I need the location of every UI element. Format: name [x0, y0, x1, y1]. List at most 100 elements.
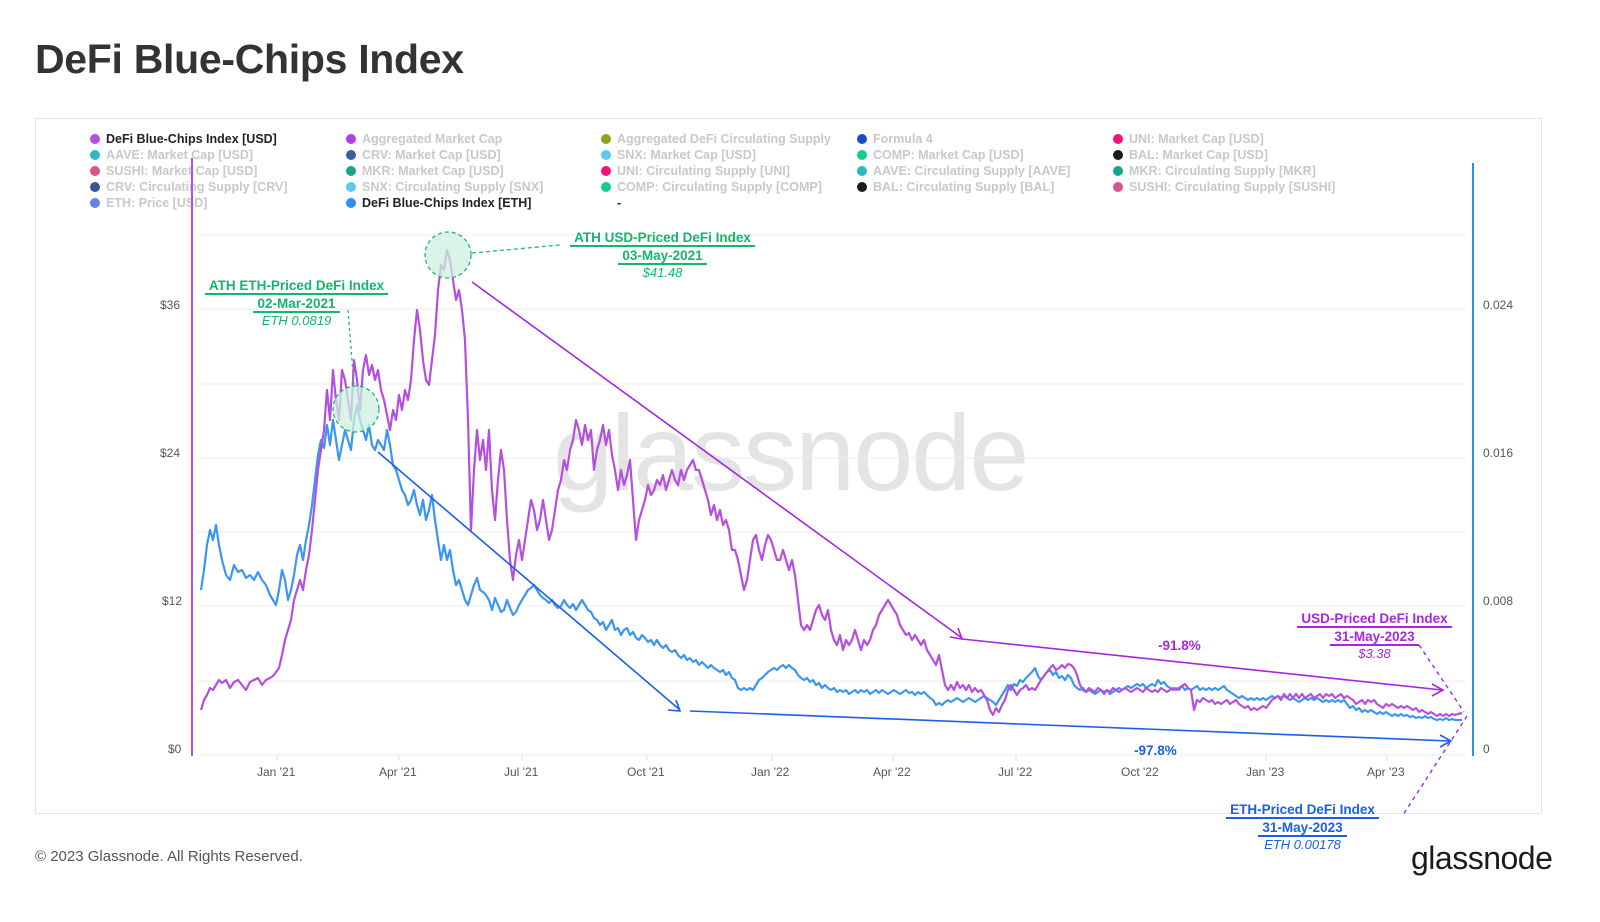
legend-color-dot-icon	[601, 150, 611, 160]
legend-item[interactable]: COMP: Market Cap [USD]	[857, 147, 1024, 163]
legend-color-dot-icon	[601, 134, 611, 144]
legend-label: Aggregated DeFi Circulating Supply	[617, 132, 831, 146]
legend-color-dot-icon	[601, 182, 611, 192]
legend-item[interactable]: AAVE: Circulating Supply [AAVE]	[857, 163, 1070, 179]
legend-color-dot-icon	[90, 182, 100, 192]
legend-label: BAL: Market Cap [USD]	[1129, 148, 1268, 162]
copyright-text: © 2023 Glassnode. All Rights Reserved.	[35, 848, 303, 865]
y-left-tick: $24	[160, 446, 181, 460]
page-title: DeFi Blue-Chips Index	[35, 36, 464, 82]
legend-item[interactable]: Aggregated Market Cap	[346, 131, 502, 147]
usd-change-label: -91.8%	[1158, 638, 1201, 653]
legend-color-dot-icon	[1113, 150, 1123, 160]
ath-eth-circle	[332, 385, 380, 433]
annotation-usd-now: USD-Priced DeFi Index 31-May-2023 $3.38	[1287, 610, 1462, 661]
legend-item[interactable]: AAVE: Market Cap [USD]	[90, 147, 253, 163]
legend-color-dot-icon	[90, 166, 100, 176]
annotation-ath-usd: ATH USD-Priced DeFi Index 03-May-2021 $4…	[560, 229, 765, 280]
legend-item[interactable]: MKR: Market Cap [USD]	[346, 163, 504, 179]
y-right-tick: 0.016	[1483, 446, 1514, 460]
glassnode-logo: glassnode	[1411, 840, 1553, 876]
legend-color-dot-icon	[857, 166, 867, 176]
y-left-tick: $0	[168, 742, 182, 756]
ath-usd-circle	[424, 231, 472, 279]
legend-label: CRV: Market Cap [USD]	[362, 148, 501, 162]
legend-color-dot-icon	[90, 198, 100, 208]
legend-color-dot-icon	[346, 134, 356, 144]
legend-label: UNI: Market Cap [USD]	[1129, 132, 1264, 146]
legend-label: -	[617, 196, 622, 210]
x-tick: Jul '22	[998, 765, 1033, 779]
legend-label: MKR: Circulating Supply [MKR]	[1129, 164, 1316, 178]
legend-item[interactable]: SUSHI: Circulating Supply [SUSHI]	[1113, 179, 1335, 195]
legend-label: AAVE: Market Cap [USD]	[106, 148, 254, 162]
legend-color-dot-icon	[346, 150, 356, 160]
legend-item[interactable]: DeFi Blue-Chips Index [ETH]	[346, 195, 531, 211]
legend-color-dot-icon	[857, 182, 867, 192]
legend-color-dot-icon	[90, 150, 100, 160]
legend-label: ETH: Price [USD]	[106, 196, 208, 210]
x-tick: Apr '22	[873, 765, 911, 779]
legend-item[interactable]: SUSHI: Market Cap [USD]	[90, 163, 257, 179]
legend-color-dot-icon	[1113, 134, 1123, 144]
legend-label: SNX: Circulating Supply [SNX]	[362, 180, 544, 194]
legend-item[interactable]: MKR: Circulating Supply [MKR]	[1113, 163, 1316, 179]
legend-label: DeFi Blue-Chips Index [ETH]	[362, 196, 532, 210]
x-tick: Jan '21	[257, 765, 296, 779]
y-right-tick: 0.024	[1483, 298, 1514, 312]
series-eth	[199, 403, 1462, 722]
annotation-ath-eth: ATH ETH-Priced DeFi Index 02-Mar-2021 ET…	[194, 277, 399, 328]
legend-label: COMP: Market Cap [USD]	[873, 148, 1024, 162]
legend-item[interactable]: -	[601, 195, 621, 211]
legend-item[interactable]: CRV: Market Cap [USD]	[346, 147, 501, 163]
legend-label: MKR: Market Cap [USD]	[362, 164, 504, 178]
legend-item[interactable]: BAL: Circulating Supply [BAL]	[857, 179, 1054, 195]
legend-item[interactable]: Aggregated DeFi Circulating Supply	[601, 131, 831, 147]
legend-item[interactable]: COMP: Circulating Supply [COMP]	[601, 179, 822, 195]
legend-color-dot-icon	[1113, 182, 1123, 192]
legend-color-dot-icon	[1113, 166, 1123, 176]
y-right-tick: 0.008	[1483, 594, 1514, 608]
legend-label: Formula 4	[873, 132, 933, 146]
x-tick: Jan '22	[751, 765, 790, 779]
legend-color-dot-icon	[346, 198, 356, 208]
legend-item[interactable]: UNI: Circulating Supply [UNI]	[601, 163, 790, 179]
legend-item[interactable]: UNI: Market Cap [USD]	[1113, 131, 1264, 147]
legend-item[interactable]: SNX: Circulating Supply [SNX]	[346, 179, 543, 195]
legend-color-dot-icon	[601, 166, 611, 176]
x-tick: Oct '22	[1121, 765, 1159, 779]
x-tick: Jan '23	[1246, 765, 1285, 779]
legend-item[interactable]: SNX: Market Cap [USD]	[601, 147, 756, 163]
y-right-tick: 0	[1483, 742, 1490, 756]
legend-label: Aggregated Market Cap	[362, 132, 503, 146]
legend-color-dot-icon	[90, 134, 100, 144]
series-usd	[199, 248, 1463, 718]
eth-change-label: -97.8%	[1134, 743, 1177, 758]
legend-label: CRV: Circulating Supply [CRV]	[106, 180, 288, 194]
x-tick: Oct '21	[627, 765, 665, 779]
legend-color-dot-icon	[857, 134, 867, 144]
legend-label: SUSHI: Market Cap [USD]	[106, 164, 258, 178]
legend-color-dot-icon	[857, 150, 867, 160]
legend-label: UNI: Circulating Supply [UNI]	[617, 164, 790, 178]
legend-label: BAL: Circulating Supply [BAL]	[873, 180, 1055, 194]
x-tick: Apr '21	[379, 765, 417, 779]
x-tick: Jul '21	[504, 765, 539, 779]
legend-label: SUSHI: Circulating Supply [SUSHI]	[1129, 180, 1336, 194]
chart-container	[35, 118, 1542, 814]
legend-label: DeFi Blue-Chips Index [USD]	[106, 132, 277, 146]
legend-color-dot-icon	[346, 166, 356, 176]
legend-item[interactable]: ETH: Price [USD]	[90, 195, 207, 211]
legend-color-dot-icon	[346, 182, 356, 192]
legend-item[interactable]: DeFi Blue-Chips Index [USD]	[90, 131, 277, 147]
legend-item[interactable]: CRV: Circulating Supply [CRV]	[90, 179, 288, 195]
y-left-tick: $36	[160, 298, 181, 312]
legend-label: AAVE: Circulating Supply [AAVE]	[873, 164, 1071, 178]
annotation-eth-now: ETH-Priced DeFi Index 31-May-2023 ETH 0.…	[1215, 801, 1390, 852]
legend-label: COMP: Circulating Supply [COMP]	[617, 180, 822, 194]
legend-label: SNX: Market Cap [USD]	[617, 148, 756, 162]
legend-item[interactable]: Formula 4	[857, 131, 933, 147]
legend-item[interactable]: BAL: Market Cap [USD]	[1113, 147, 1268, 163]
y-left-tick: $12	[162, 594, 183, 608]
